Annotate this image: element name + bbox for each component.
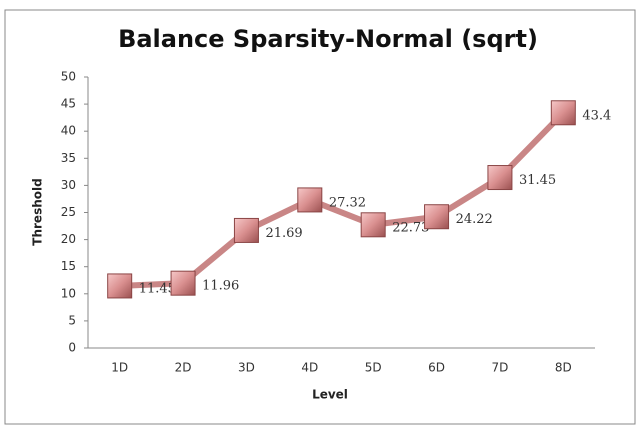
marker (424, 204, 450, 230)
x-tick-label: 6D (428, 361, 445, 375)
chart-border (4, 9, 636, 425)
y-tick-label: 35 (61, 151, 76, 165)
x-tick-label: 7D (492, 361, 509, 375)
y-tick-label: 30 (61, 178, 76, 192)
marker (107, 273, 133, 299)
marker (487, 165, 513, 191)
marker (360, 212, 386, 238)
chart-title: Balance Sparsity-Normal (sqrt) (118, 25, 538, 53)
x-axis-title: Level (312, 388, 348, 402)
data-label: 11.96 (202, 279, 239, 294)
y-tick-label: 10 (61, 286, 76, 300)
data-label: 24.22 (456, 212, 493, 227)
y-tick-label: 0 (68, 341, 76, 355)
y-tick-label: 25 (61, 205, 76, 219)
marker (233, 217, 259, 243)
data-label: 21.69 (265, 226, 302, 241)
y-tick-label: 50 (61, 70, 76, 84)
y-tick-label: 20 (61, 232, 76, 246)
data-label: 11.45 (139, 281, 176, 296)
y-tick-label: 40 (61, 124, 76, 138)
x-tick-label: 5D (365, 361, 382, 375)
x-tick-label: 2D (175, 361, 192, 375)
y-tick-label: 45 (61, 97, 76, 111)
data-label: 43.4 (582, 108, 611, 123)
y-tick-label: 5 (68, 313, 76, 327)
x-tick-label: 4D (301, 361, 318, 375)
data-label: 22.73 (392, 220, 429, 235)
x-tick-label: 8D (555, 361, 572, 375)
data-label: 27.32 (329, 195, 366, 210)
data-label: 31.45 (519, 173, 556, 188)
x-tick-label: 3D (238, 361, 255, 375)
marker (170, 270, 196, 296)
y-axis-title: Threshold (31, 178, 45, 245)
y-tick-label: 15 (61, 259, 76, 273)
marker (550, 100, 576, 126)
x-tick-label: 1D (111, 361, 128, 375)
marker (297, 187, 323, 213)
